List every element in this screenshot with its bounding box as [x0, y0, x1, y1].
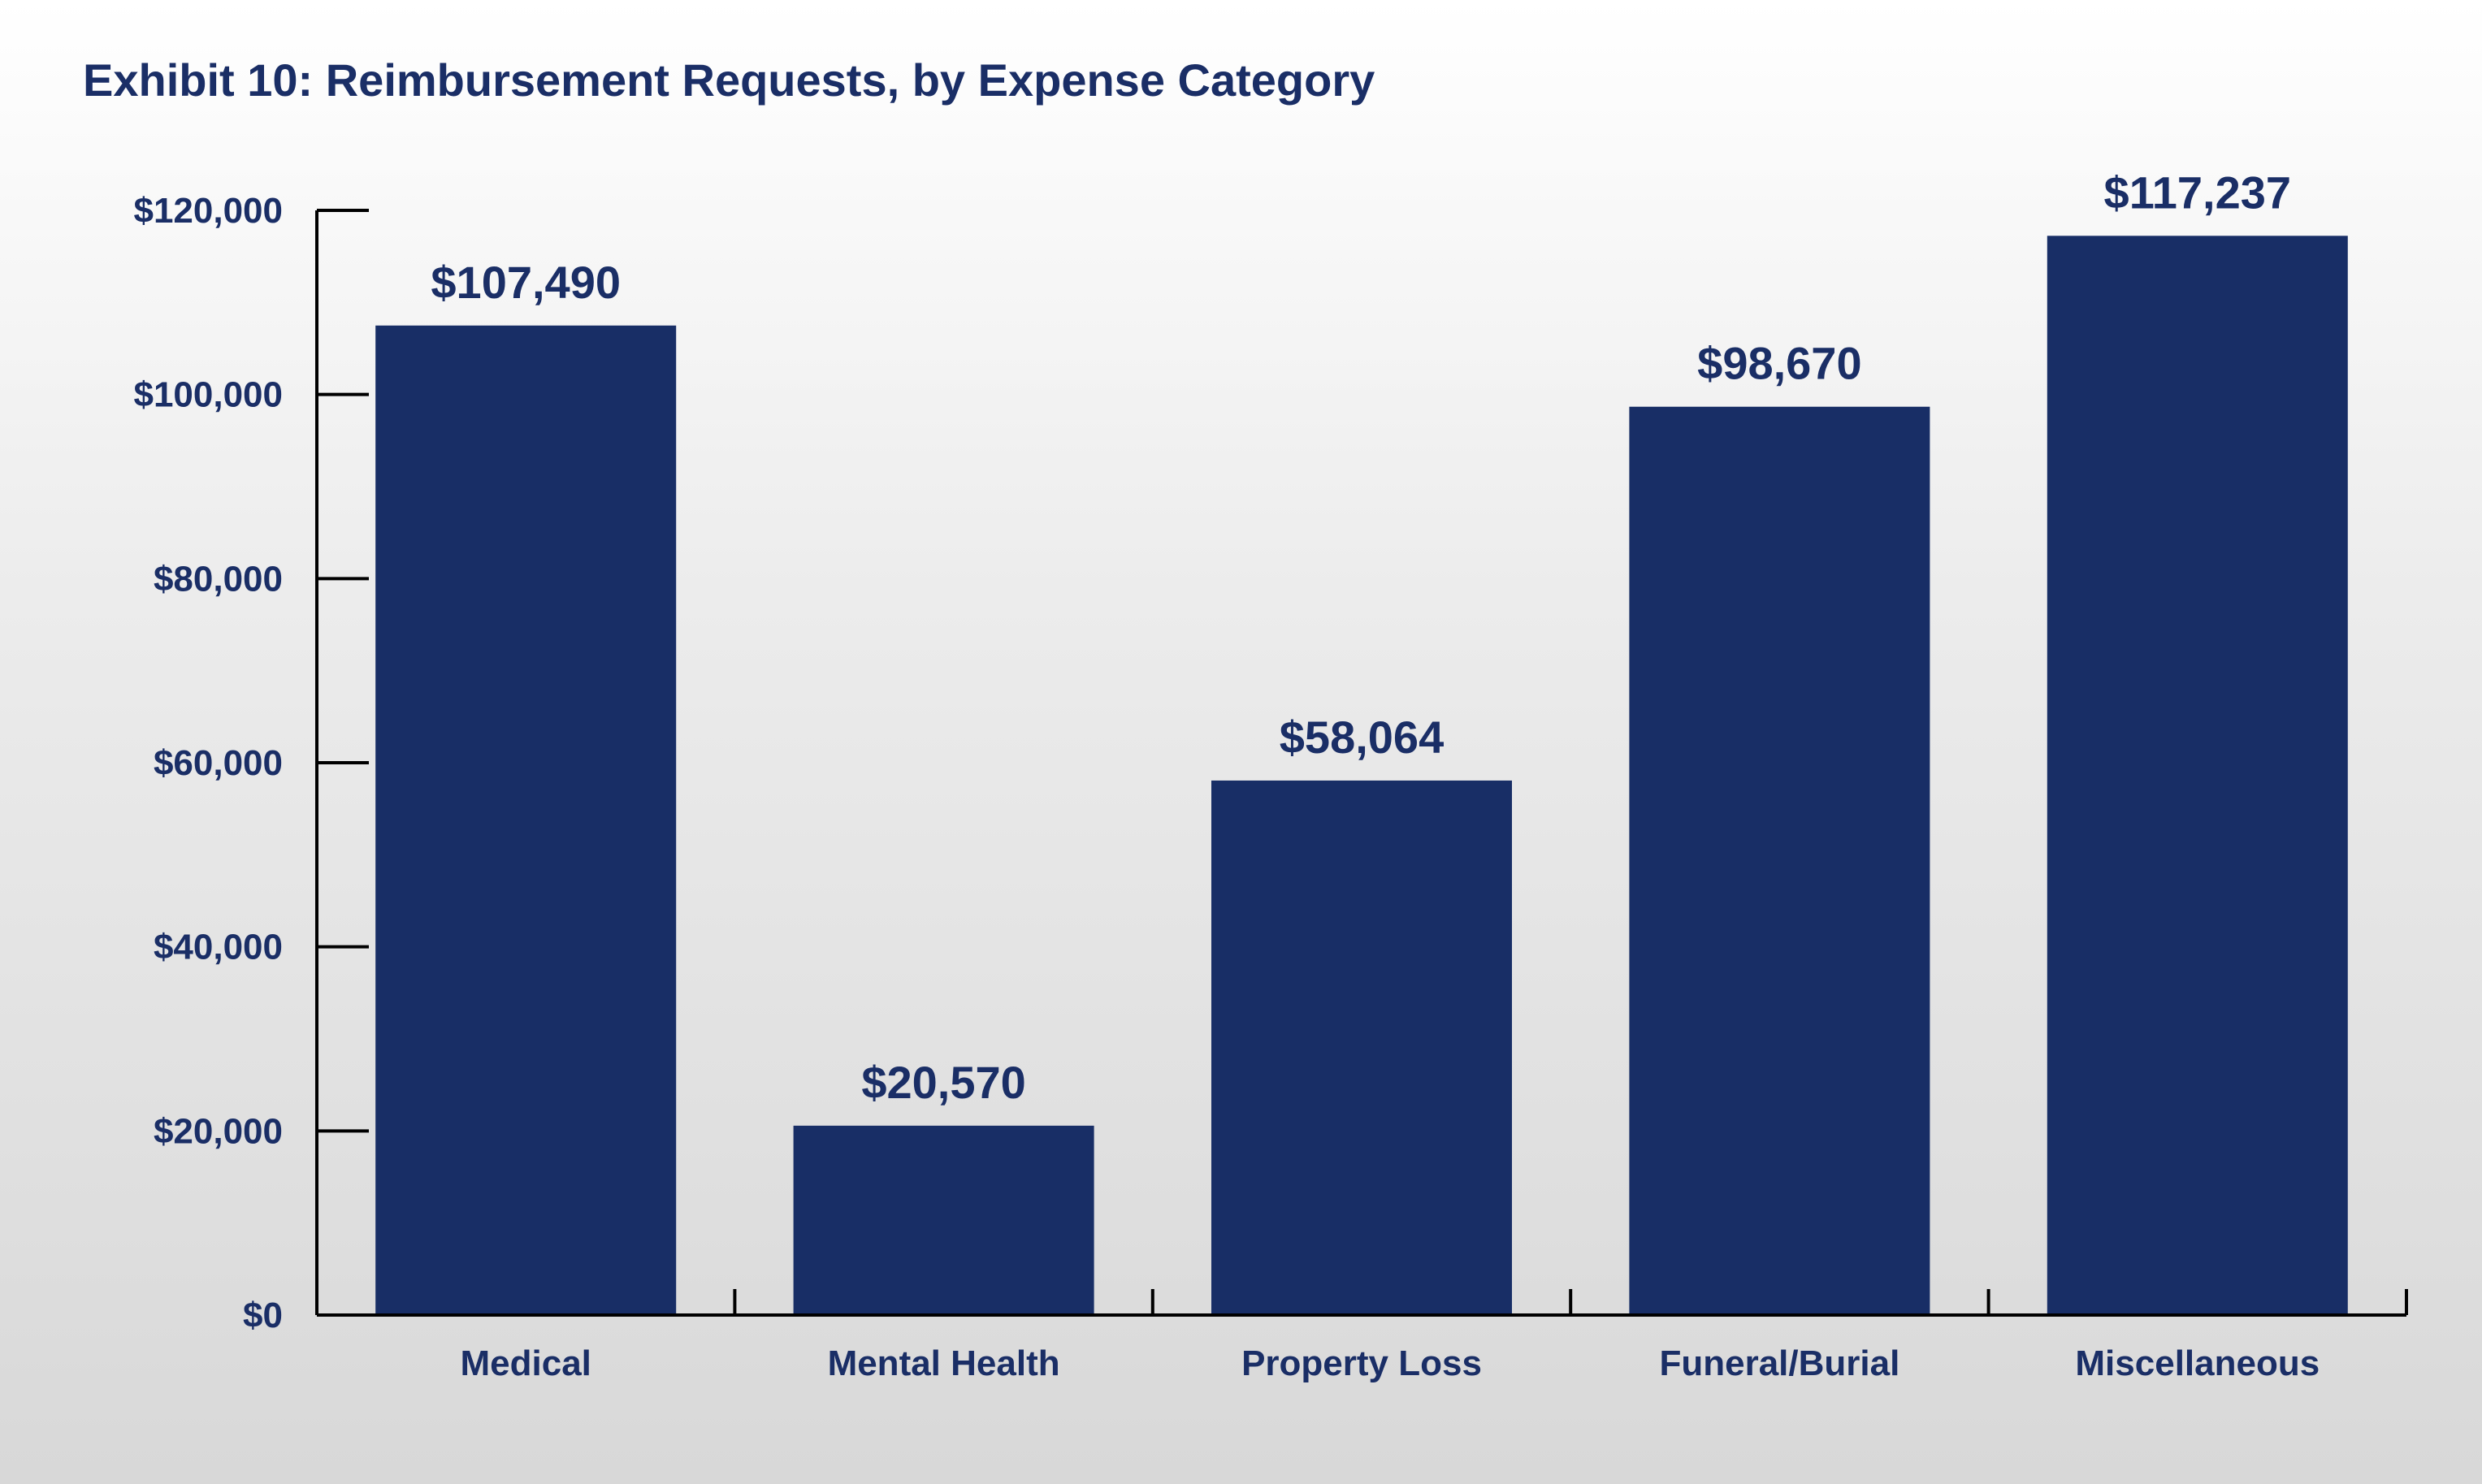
bar-value-label: $98,670	[1697, 338, 1861, 389]
value-labels-group: $107,490 $20,570 $58,064 $98,670 $117,237	[431, 167, 2291, 1108]
y-tick-label: $120,000	[133, 191, 283, 231]
bar	[793, 1125, 1094, 1315]
x-category-label: Funeral/Burial	[1659, 1343, 1899, 1383]
bar-value-label: $117,237	[2104, 167, 2291, 218]
y-tick-label: $0	[243, 1296, 283, 1335]
category-labels-group: Medical Mental Health Property Loss Funeral…	[461, 1343, 2320, 1383]
bar-value-label: $20,570	[861, 1057, 1025, 1108]
bars-group	[375, 236, 2348, 1316]
bar	[2047, 236, 2348, 1316]
y-axis-ticks: $0 $20,000 $40,000 $60,000 $80,000 $100,000 $1…	[133, 191, 369, 1335]
bar-value-label: $107,490	[431, 257, 621, 308]
x-category-label: Mental Health	[828, 1343, 1060, 1383]
x-category-label: Medical	[461, 1343, 591, 1383]
chart-title: Exhibit 10: Reimbursement Requests, by E…	[83, 54, 1375, 106]
bar	[1211, 780, 1512, 1315]
y-tick-label: $80,000	[154, 559, 283, 599]
x-category-label: Miscellaneous	[2075, 1343, 2320, 1383]
y-tick-label: $20,000	[154, 1111, 283, 1151]
bar	[375, 325, 677, 1315]
bar-value-label: $58,064	[1280, 712, 1444, 763]
y-tick-label: $100,000	[133, 375, 283, 415]
axes	[315, 210, 2406, 1317]
x-axis-ticks	[733, 1289, 2408, 1315]
y-tick-label: $40,000	[154, 928, 283, 967]
y-tick-label: $60,000	[154, 743, 283, 783]
x-category-label: Property Loss	[1241, 1343, 1482, 1383]
bar	[1629, 406, 1930, 1315]
